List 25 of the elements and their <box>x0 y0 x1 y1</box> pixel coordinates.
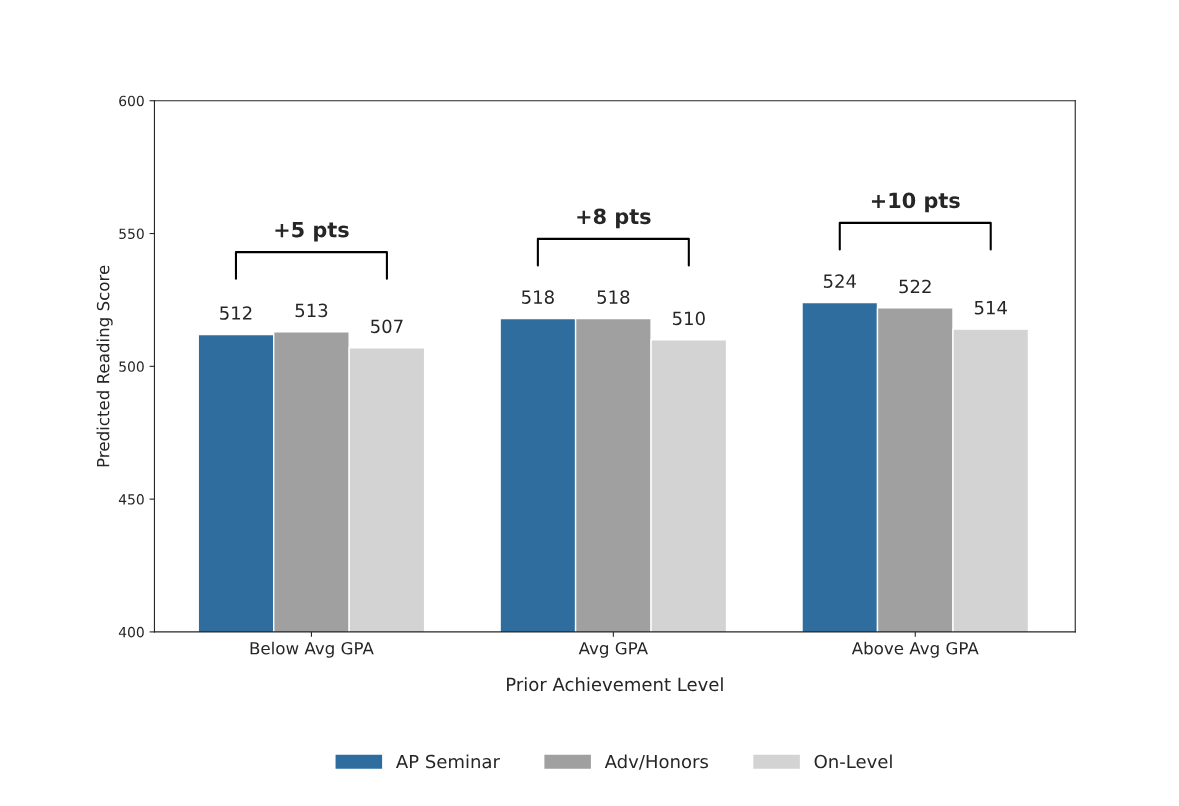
x-tick-label: Avg GPA <box>578 641 648 658</box>
data-label: 518 <box>597 290 630 304</box>
data-label: 518 <box>522 290 554 304</box>
y-tick-label: 500 <box>119 361 144 372</box>
data-label: 510 <box>672 311 705 326</box>
x-axis-title: Prior Achievement Level <box>507 677 723 692</box>
data-label: 507 <box>371 319 403 334</box>
data-label: 514 <box>974 301 1007 315</box>
y-tick-label: 450 <box>118 494 144 505</box>
x-tick-label: Below Avg GPA <box>250 641 374 658</box>
annotation: +5 pts <box>275 221 349 242</box>
data-label: 512 <box>220 306 252 320</box>
x-tick-label: Above Avg GPA <box>851 641 979 658</box>
y-tick-label: 400 <box>118 626 144 638</box>
legend-label: AP Seminar <box>395 754 500 769</box>
y-axis-title: Predicted Reading Score <box>96 265 113 467</box>
y-tick-label: 550 <box>119 228 144 240</box>
data-label: 522 <box>899 279 931 294</box>
data-label: 524 <box>823 274 856 288</box>
y-tick-label: 600 <box>119 95 144 107</box>
legend-label: Adv/Honors <box>604 754 708 770</box>
data-label: 513 <box>295 303 328 318</box>
annotation: +8 pts <box>577 208 651 229</box>
annotation: +10 pts <box>871 192 960 213</box>
legend-label: On-Level <box>814 754 892 769</box>
